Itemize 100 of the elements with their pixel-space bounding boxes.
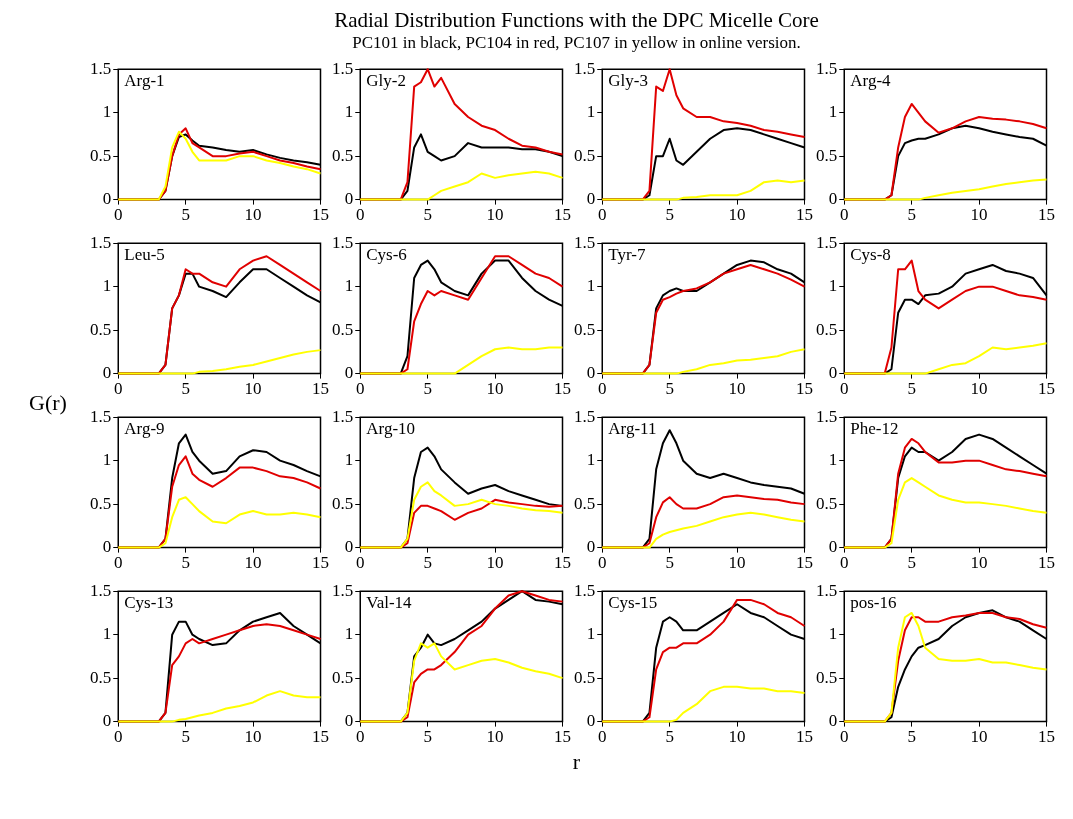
x-tick-label: 10 (486, 205, 504, 225)
y-tick-label: 1.5 (90, 406, 112, 426)
x-tick-label: 15 (1038, 553, 1055, 573)
annotation: Cys-6 (366, 245, 407, 265)
y-tick-label: 0 (828, 363, 838, 383)
y-tick-label: 0.5 (574, 493, 596, 513)
x-tick-label: 10 (244, 727, 262, 747)
annotation: Cys-15 (608, 593, 658, 613)
y-tick-label: 0.5 (574, 667, 596, 687)
x-tick-label: 10 (486, 379, 504, 399)
y-tick-label: 0.5 (332, 319, 354, 339)
y-tick-label: 0 (344, 711, 354, 731)
annotation: Arg-9 (124, 419, 165, 439)
y-tick-label: 1.5 (90, 580, 112, 600)
y-tick-label: 1 (344, 276, 354, 296)
y-tick-label: 0.5 (816, 319, 838, 339)
y-tick-label: 0 (102, 711, 112, 731)
x-tick-label: 15 (1038, 205, 1055, 225)
y-tick-label: 1 (586, 276, 596, 296)
x-tick-label: 10 (728, 205, 746, 225)
x-tick-label: 10 (970, 205, 988, 225)
y-tick-label: 0.5 (816, 145, 838, 165)
y-tick-label: 1.5 (574, 580, 596, 600)
y-tick-label: 1.5 (574, 58, 596, 78)
y-tick-label: 1 (102, 624, 112, 644)
y-tick-label: 0 (828, 537, 838, 557)
x-tick-label: 15 (312, 379, 329, 399)
x-tick-label: 5 (907, 553, 916, 573)
y-tick-label: 1 (344, 102, 354, 122)
y-tick-label: 0.5 (332, 667, 354, 687)
y-tick-label: 1 (828, 450, 838, 470)
annotation: Arg-1 (124, 71, 165, 91)
y-tick-label: 0.5 (816, 667, 838, 687)
text: G(r) (28, 390, 68, 416)
y-tick-label: 1.5 (816, 58, 838, 78)
y-tick-label: 1 (828, 624, 838, 644)
y-tick-label: 0 (344, 537, 354, 557)
x-tick-label: 5 (665, 727, 674, 747)
y-tick-label: 0.5 (332, 145, 354, 165)
x-tick-label: 5 (181, 727, 190, 747)
x-tick-label: 10 (728, 379, 746, 399)
y-tick-label: 1 (828, 276, 838, 296)
x-tick-label: 15 (796, 379, 813, 399)
x-tick-label: 5 (181, 553, 190, 573)
x-tick-label: 15 (796, 727, 813, 747)
x-tick-label: 15 (796, 553, 813, 573)
y-tick-label: 1 (344, 624, 354, 644)
x-tick-label: 10 (970, 727, 988, 747)
annotation: Arg-11 (608, 419, 657, 439)
x-tick-label: 5 (423, 553, 432, 573)
annotation: Val-14 (366, 593, 413, 613)
text: PC101 in black, PC104 in red, PC107 in yellow in online version. (351, 33, 802, 53)
y-tick-label: 0 (344, 363, 354, 383)
annotation: Leu-5 (124, 245, 165, 265)
annotation: Gly-3 (608, 71, 648, 91)
x-tick-label: 10 (486, 727, 504, 747)
y-tick-label: 1.5 (816, 580, 838, 600)
y-tick-label: 0.5 (90, 319, 112, 339)
x-tick-label: 5 (907, 379, 916, 399)
y-tick-label: 0 (586, 711, 596, 731)
annotation: Arg-10 (366, 419, 416, 439)
y-tick-label: 1 (102, 450, 112, 470)
x-tick-label: 10 (244, 379, 262, 399)
x-tick-label: 10 (486, 553, 504, 573)
x-tick-label: 5 (423, 205, 432, 225)
y-tick-label: 1.5 (90, 58, 112, 78)
y-tick-label: 0.5 (332, 493, 354, 513)
annotation: pos-16 (850, 593, 897, 613)
x-tick-label: 5 (665, 379, 674, 399)
annotation: Arg-4 (850, 71, 892, 91)
y-tick-label: 1.5 (816, 232, 838, 252)
x-tick-label: 15 (554, 205, 571, 225)
x-tick-label: 10 (970, 379, 988, 399)
y-tick-label: 1.5 (332, 232, 354, 252)
y-tick-label: 1.5 (332, 580, 354, 600)
y-tick-label: 0.5 (816, 493, 838, 513)
x-tick-label: 10 (728, 553, 746, 573)
annotation: Cys-8 (850, 245, 891, 265)
y-tick-label: 0.5 (90, 493, 112, 513)
x-tick-label: 10 (970, 553, 988, 573)
y-tick-label: 0 (828, 189, 838, 209)
text: r (571, 749, 582, 775)
y-tick-label: 0 (102, 189, 112, 209)
y-tick-label: 0 (828, 711, 838, 731)
annotation: Tyr-7 (608, 245, 646, 265)
x-tick-label: 15 (312, 205, 329, 225)
y-tick-label: 1.5 (816, 406, 838, 426)
x-tick-label: 5 (181, 205, 190, 225)
y-tick-label: 0.5 (574, 145, 596, 165)
y-tick-label: 0 (102, 363, 112, 383)
x-tick-label: 10 (728, 727, 746, 747)
y-tick-label: 1.5 (332, 406, 354, 426)
y-tick-label: 1 (586, 102, 596, 122)
y-tick-label: 1 (344, 450, 354, 470)
y-tick-label: 1 (828, 102, 838, 122)
x-tick-label: 5 (181, 379, 190, 399)
x-tick-label: 15 (312, 727, 329, 747)
y-tick-label: 1.5 (332, 58, 354, 78)
y-tick-label: 0 (586, 363, 596, 383)
y-tick-label: 1.5 (574, 232, 596, 252)
